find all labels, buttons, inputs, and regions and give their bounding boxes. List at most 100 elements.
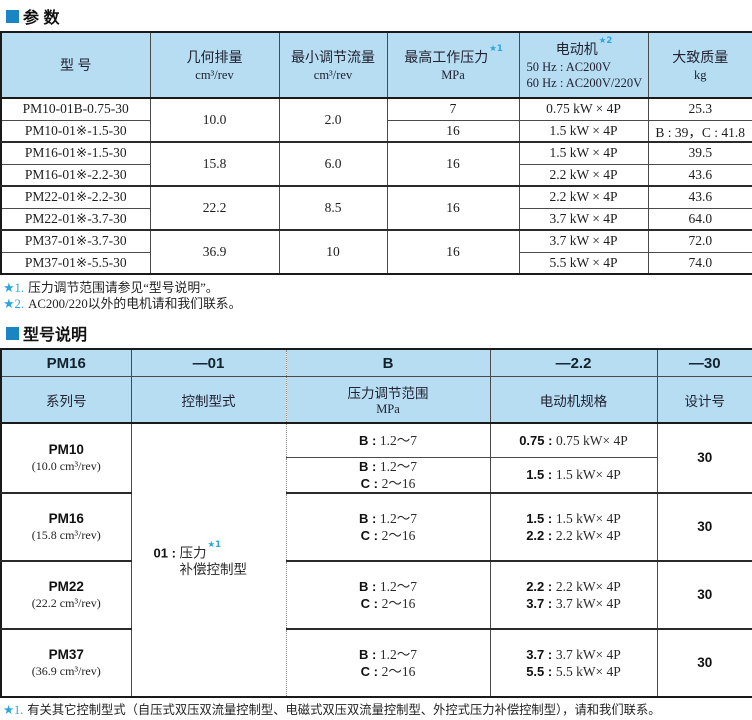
model-cell: PM16-01※-1.5-30 xyxy=(0,141,151,165)
model-label-row: 系列号 控制型式 压力调节范围 MPa 电动机规格 设计号 xyxy=(0,376,752,424)
col-header-model: 型 号 xyxy=(0,31,151,99)
displacement-cell: 15.8 xyxy=(149,141,280,187)
min-flow-cell: 2.0 xyxy=(278,97,388,143)
label-design: 设计号 xyxy=(656,376,752,424)
table-row-pm16: PM16 (15.8 cm³/rev) B : 1.2～7 C : 2～16 1… xyxy=(0,491,752,561)
motor-60hz-spec: 60 Hz : AC200V/220V xyxy=(526,76,643,90)
table-row-pm37: PM37 (36.9 cm³/rev) B : 1.2～7 C : 2～16 3… xyxy=(0,627,752,697)
motor-50hz-spec: 50 Hz : AC200V xyxy=(526,60,611,74)
pressure-range-cell: B : 1.2～7 C : 2～16 xyxy=(285,456,491,493)
displacement-cell: 10.0 xyxy=(149,97,280,143)
motor-spec-cell: 3.7 : 3.7 kW× 4P 5.5 : 5.5 kW× 4P xyxy=(489,627,658,697)
footnote-star-mark: ★2. xyxy=(3,297,25,311)
control-type-cell: 01 : 压力★1 补偿控制型 xyxy=(130,422,287,697)
table-row-pm22: PM22 (22.2 cm³/rev) B : 1.2～7 C : 2～16 2… xyxy=(0,559,752,629)
footnote-text: 压力调节范围请参见“型号说明”。 xyxy=(28,281,219,295)
displacement-cell: 36.9 xyxy=(149,229,280,275)
mass-cell: 72.0 xyxy=(647,229,752,253)
col-header-mass: 大致质量 kg xyxy=(647,31,752,99)
table-row: PM16-01※-1.5-30 15.8 6.0 16 1.5 kW × 4P … xyxy=(0,141,752,187)
min-flow-cell: 10 xyxy=(278,229,388,275)
mass-cell: 43.6 xyxy=(647,185,752,209)
table-row: PM10-01B-0.75-30 10.0 2.0 7 0.75 kW × 4P… xyxy=(0,97,752,143)
footnote-star2-icon: ★2 xyxy=(598,36,613,47)
model-designation-table: PM16 —01 B —2.2 —30 系列号 控制型式 压力调节范围 MPa … xyxy=(0,348,752,698)
mass-cell: 64.0 xyxy=(647,207,752,231)
motor-cell: 1.5 kW × 4P xyxy=(518,141,649,165)
label-motor: 电动机规格 xyxy=(489,376,658,424)
pressure-range-cell: B : 1.2～7 C : 2～16 xyxy=(285,491,491,561)
design-number-cell: 30 xyxy=(656,559,752,629)
mass-unit: kg xyxy=(694,68,707,82)
label-pressure: 压力调节范围 MPa xyxy=(285,376,491,424)
displacement-cell: 22.2 xyxy=(149,185,280,231)
pressure-range-cell: B : 1.2～7 C : 2～16 xyxy=(285,627,491,697)
max-pressure-unit: MPa xyxy=(441,68,465,82)
section-heading-parameters: 参 数 xyxy=(6,4,752,28)
series-cell: PM37 (36.9 cm³/rev) xyxy=(0,627,132,697)
footnote-star1-icon: ★1 xyxy=(489,44,503,55)
table-row: PM37-01※-3.7-30 36.9 10 16 3.7 kW × 4P 7… xyxy=(0,229,752,275)
table-row: PM22-01※-3.7-30 3.7 kW × 4P 64.0 xyxy=(0,207,752,231)
code-design: —30 xyxy=(656,348,752,377)
col-header-model-label: 型 号 xyxy=(60,59,92,74)
motor-cell: 2.2 kW × 4P xyxy=(518,185,649,209)
motor-cell: 1.5 kW × 4P xyxy=(518,119,649,143)
section-title: 型号说明 xyxy=(23,327,88,344)
pressure-cell: 7 xyxy=(386,97,520,121)
mass-cell: 74.0 xyxy=(647,251,752,275)
pressure-cell: 16 xyxy=(386,119,520,143)
motor-cell: 0.75 kW × 4P xyxy=(518,97,649,121)
motor-spec-cell: 1.5 : 1.5 kW× 4P xyxy=(489,456,658,493)
series-cell: PM22 (22.2 cm³/rev) xyxy=(0,559,132,629)
parameters-header-row: 型 号 几何排量 cm³/rev 最小调节流量 cm³/rev 最高工作压力★1… xyxy=(0,31,752,99)
section-heading-model-designation: 型号说明 xyxy=(6,321,752,345)
mass-cell: 25.3 xyxy=(647,97,752,121)
footnote-star1-icon: ★1 xyxy=(207,539,222,550)
model-table-footnote: ★1. 有关其它控制型式（自压式双压双流量控制型、电磁式双压双流量控制型、外控式压… xyxy=(3,702,752,718)
model-cell: PM10-01※-1.5-30 xyxy=(0,119,151,143)
footnote-star-mark: ★1. xyxy=(3,281,25,295)
motor-cell: 2.2 kW × 4P xyxy=(518,163,649,187)
model-cell: PM22-01※-3.7-30 xyxy=(0,207,151,231)
square-bullet-icon xyxy=(6,326,19,340)
footnote-1: ★1. 压力调节范围请参见“型号说明”。 xyxy=(3,280,752,296)
motor-spec-cell: 2.2 : 2.2 kW× 4P 3.7 : 3.7 kW× 4P xyxy=(489,559,658,629)
min-flow-cell: 8.5 xyxy=(278,185,388,231)
model-cell: PM22-01※-2.2-30 xyxy=(0,185,151,209)
pressure-cell: 16 xyxy=(386,141,520,187)
motor-cell: 3.7 kW × 4P xyxy=(518,229,649,253)
code-control: —01 xyxy=(130,348,287,377)
min-flow-label: 最小调节流量 xyxy=(291,51,375,66)
displacement-label: 几何排量 xyxy=(186,51,243,66)
motor-cell: 5.5 kW × 4P xyxy=(518,251,649,275)
pressure-range-cell: B : 1.2～7 xyxy=(285,422,491,458)
code-series: PM16 xyxy=(0,348,132,377)
pressure-range-cell: B : 1.2～7 C : 2～16 xyxy=(285,559,491,629)
model-cell: PM37-01※-5.5-30 xyxy=(0,251,151,275)
mass-label: 大致质量 xyxy=(672,51,729,66)
pressure-cell: 16 xyxy=(386,185,520,231)
col-header-min-flow: 最小调节流量 cm³/rev xyxy=(278,31,388,99)
parameters-table: 型 号 几何排量 cm³/rev 最小调节流量 cm³/rev 最高工作压力★1… xyxy=(0,31,752,275)
label-series: 系列号 xyxy=(0,376,132,424)
col-header-displacement: 几何排量 cm³/rev xyxy=(149,31,280,99)
mass-cell: 43.6 xyxy=(647,163,752,187)
code-pressure: B xyxy=(285,348,491,377)
table-row: PM37-01※-5.5-30 5.5 kW × 4P 74.0 xyxy=(0,251,752,275)
series-cell: PM16 (15.8 cm³/rev) xyxy=(0,491,132,561)
design-number-cell: 30 xyxy=(656,422,752,493)
motor-cell: 3.7 kW × 4P xyxy=(518,207,649,231)
col-header-max-pressure: 最高工作压力★1 MPa xyxy=(386,31,520,99)
model-cell: PM16-01※-2.2-30 xyxy=(0,163,151,187)
code-motor: —2.2 xyxy=(489,348,658,377)
section-title: 参 数 xyxy=(23,10,60,27)
square-bullet-icon xyxy=(6,9,19,23)
parameters-footnotes: ★1. 压力调节范围请参见“型号说明”。 ★2. AC200/220以外的电机请和我… xyxy=(3,280,752,312)
footnote-text: 有关其它控制型式（自压式双压双流量控制型、电磁式双压双流量控制型、外控式压力补偿… xyxy=(27,702,661,717)
footnote-text: AC200/220以外的电机请和我们联系。 xyxy=(28,297,242,311)
table-row: PM22-01※-2.2-30 22.2 8.5 16 2.2 kW × 4P … xyxy=(0,185,752,231)
table-row-pm10-a: PM10 (10.0 cm³/rev) 01 : 压力★1 补偿控制型 B : … xyxy=(0,422,752,697)
footnote-2: ★2. AC200/220以外的电机请和我们联系。 xyxy=(3,296,752,312)
model-cell: PM10-01B-0.75-30 xyxy=(0,97,151,121)
